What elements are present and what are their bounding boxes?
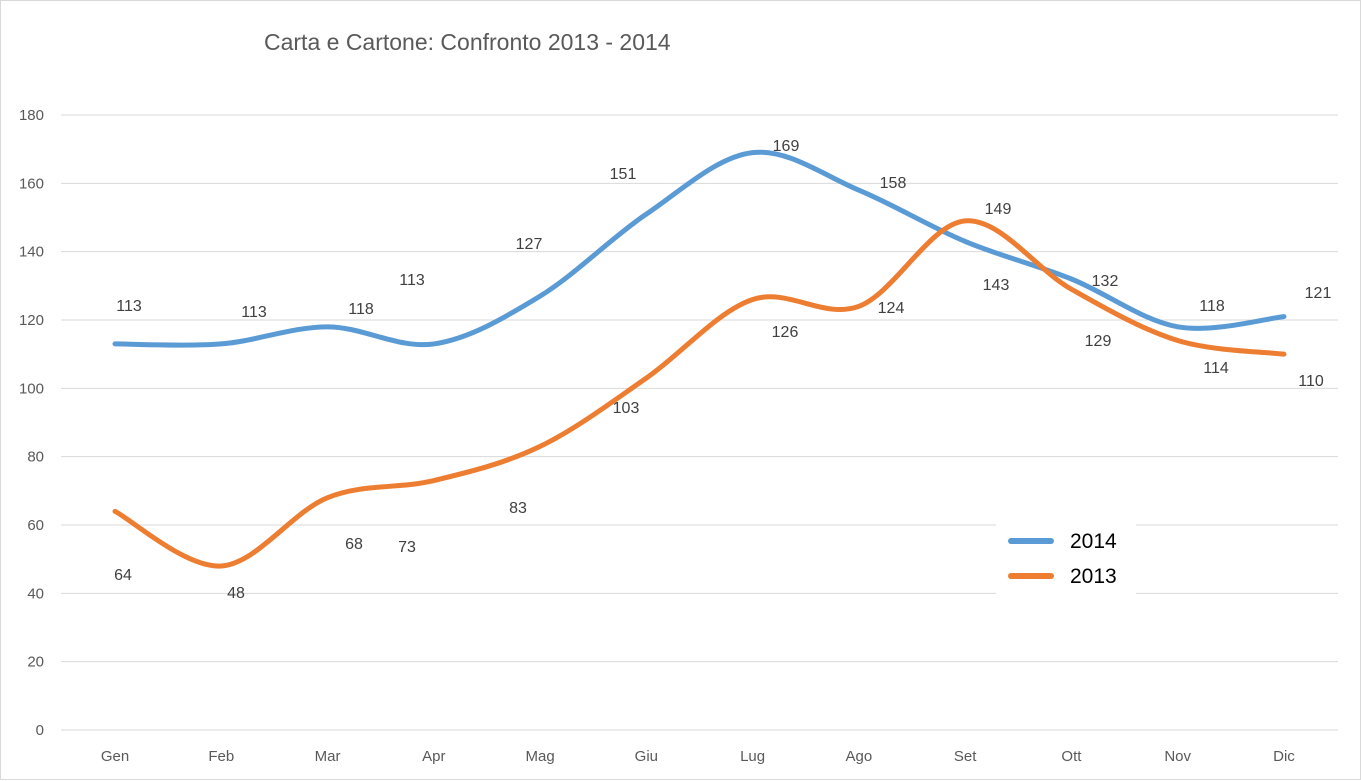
x-tick-label: Lug [740,748,765,765]
data-label-2013: 68 [345,536,363,553]
data-label-2013: 110 [1298,373,1324,390]
y-tick-label: 140 [19,244,44,261]
data-label-2013: 83 [509,500,527,517]
data-label-2013: 73 [398,539,416,556]
chart-title: Carta e Cartone: Confronto 2013 - 2014 [264,29,671,55]
data-label-2013: 64 [114,567,132,584]
x-tick-label: Mar [315,748,341,765]
data-label-2014: 113 [241,304,267,321]
data-label-2014: 158 [880,175,907,192]
data-label-2014: 121 [1305,285,1332,302]
data-label-2014: 113 [116,298,142,315]
data-label-2014: 118 [1199,298,1225,315]
x-tick-label: Nov [1164,748,1191,765]
y-tick-label: 80 [27,449,44,466]
y-tick-label: 160 [19,175,44,192]
data-label-2014: 113 [399,272,425,289]
data-label-2013: 124 [878,300,905,317]
y-tick-label: 120 [19,312,44,329]
x-tick-label: Ago [846,748,873,765]
y-tick-label: 100 [19,380,44,397]
x-tick-label: Dic [1273,748,1295,765]
x-tick-label: Ott [1061,748,1082,765]
y-tick-label: 20 [27,654,44,671]
data-label-2013: 103 [613,400,640,417]
y-tick-label: 40 [27,585,44,602]
data-label-2013: 126 [772,324,799,341]
series-line-2014 [112,149,1287,348]
legend-box [996,519,1136,597]
y-tick-label: 180 [19,107,44,124]
data-label-2013: 149 [985,201,1012,218]
x-tick-label: Gen [101,748,129,765]
data-label-2014: 151 [610,166,637,183]
x-tick-label: Giu [635,748,658,765]
data-label-2014: 132 [1092,273,1119,290]
data-label-2014: 143 [983,277,1010,294]
x-tick-label: Mag [525,748,554,765]
x-tick-label: Set [954,748,977,765]
y-tick-label: 0 [36,722,44,739]
data-label-2014: 169 [773,138,800,155]
x-tick-label: Feb [208,748,234,765]
x-tick-label: Apr [422,748,445,765]
data-label-2014: 127 [516,236,543,253]
series-line-2013 [112,218,1287,569]
legend-label-2014: 2014 [1070,530,1117,553]
y-tick-label: 60 [27,517,44,534]
legend-label-2013: 2013 [1070,565,1117,588]
data-label-2013: 114 [1203,360,1229,377]
data-label-2014: 118 [348,301,374,318]
data-label-2013: 129 [1085,333,1112,350]
data-label-2013: 48 [227,585,245,602]
